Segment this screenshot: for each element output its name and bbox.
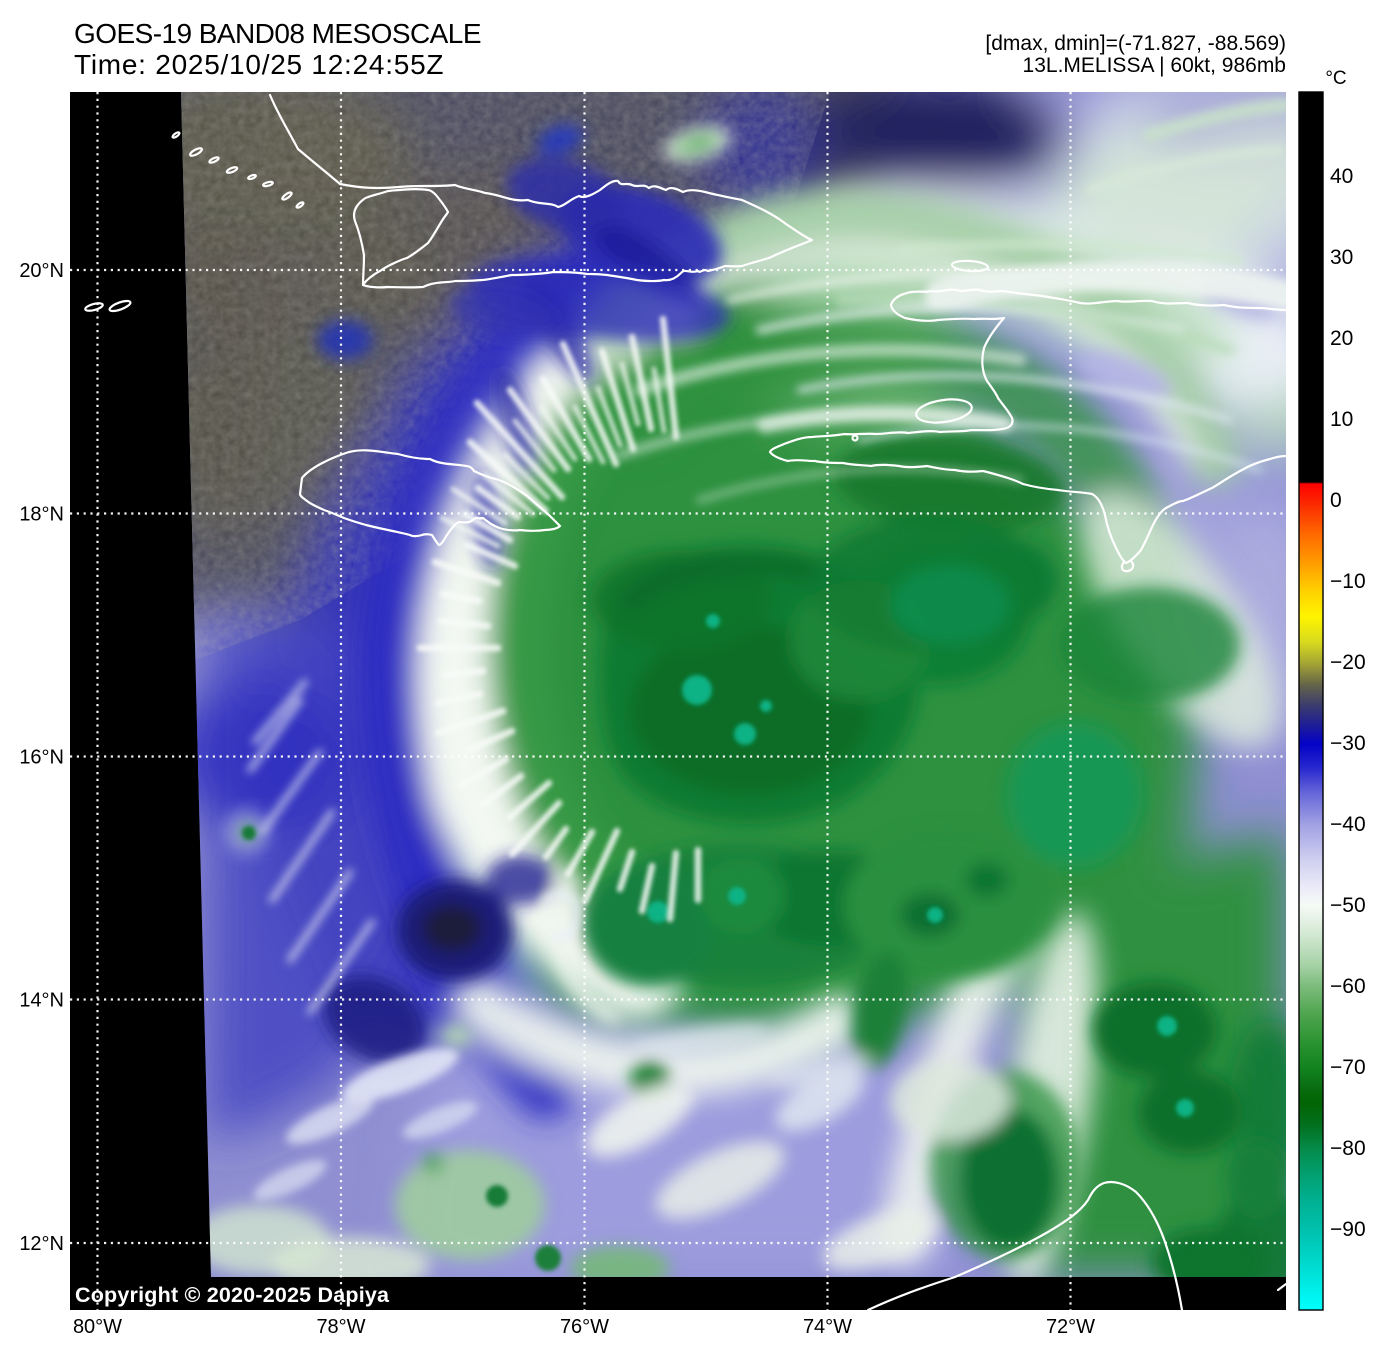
svg-text:−70: −70 xyxy=(1330,1056,1366,1079)
svg-text:14°N: 14°N xyxy=(19,990,64,1012)
svg-text:12°N: 12°N xyxy=(19,1233,64,1255)
svg-text:GOES-19 BAND08 MESOSCALE: GOES-19 BAND08 MESOSCALE xyxy=(74,18,481,49)
svg-text:[dmax, dmin]=(-71.827, -88.569: [dmax, dmin]=(-71.827, -88.569) xyxy=(985,32,1286,55)
svg-text:−80: −80 xyxy=(1330,1137,1366,1160)
svg-text:°C: °C xyxy=(1325,68,1346,89)
svg-text:−10: −10 xyxy=(1330,570,1366,593)
svg-text:−20: −20 xyxy=(1330,651,1366,674)
svg-text:72°W: 72°W xyxy=(1046,1316,1095,1338)
svg-text:0: 0 xyxy=(1330,489,1342,512)
svg-text:16°N: 16°N xyxy=(19,747,64,769)
svg-text:80°W: 80°W xyxy=(73,1316,122,1338)
svg-text:30: 30 xyxy=(1330,246,1353,269)
svg-text:20°N: 20°N xyxy=(19,260,64,282)
svg-text:13L.MELISSA | 60kt, 986mb: 13L.MELISSA | 60kt, 986mb xyxy=(1023,54,1286,77)
svg-text:−50: −50 xyxy=(1330,894,1366,917)
svg-text:78°W: 78°W xyxy=(316,1316,365,1338)
svg-text:−90: −90 xyxy=(1330,1218,1366,1241)
svg-text:74°W: 74°W xyxy=(803,1316,852,1338)
svg-text:20: 20 xyxy=(1330,327,1353,350)
svg-text:76°W: 76°W xyxy=(560,1316,609,1338)
svg-text:Time: 2025/10/25 12:24:55Z: Time: 2025/10/25 12:24:55Z xyxy=(74,49,444,80)
svg-text:−30: −30 xyxy=(1330,732,1366,755)
svg-text:−40: −40 xyxy=(1330,813,1366,836)
svg-text:−60: −60 xyxy=(1330,975,1366,998)
svg-text:18°N: 18°N xyxy=(19,504,64,526)
svg-text:40: 40 xyxy=(1330,165,1353,188)
svg-text:Copyright © 2020-2025 Dapiya: Copyright © 2020-2025 Dapiya xyxy=(75,1283,390,1307)
svg-text:10: 10 xyxy=(1330,408,1353,431)
